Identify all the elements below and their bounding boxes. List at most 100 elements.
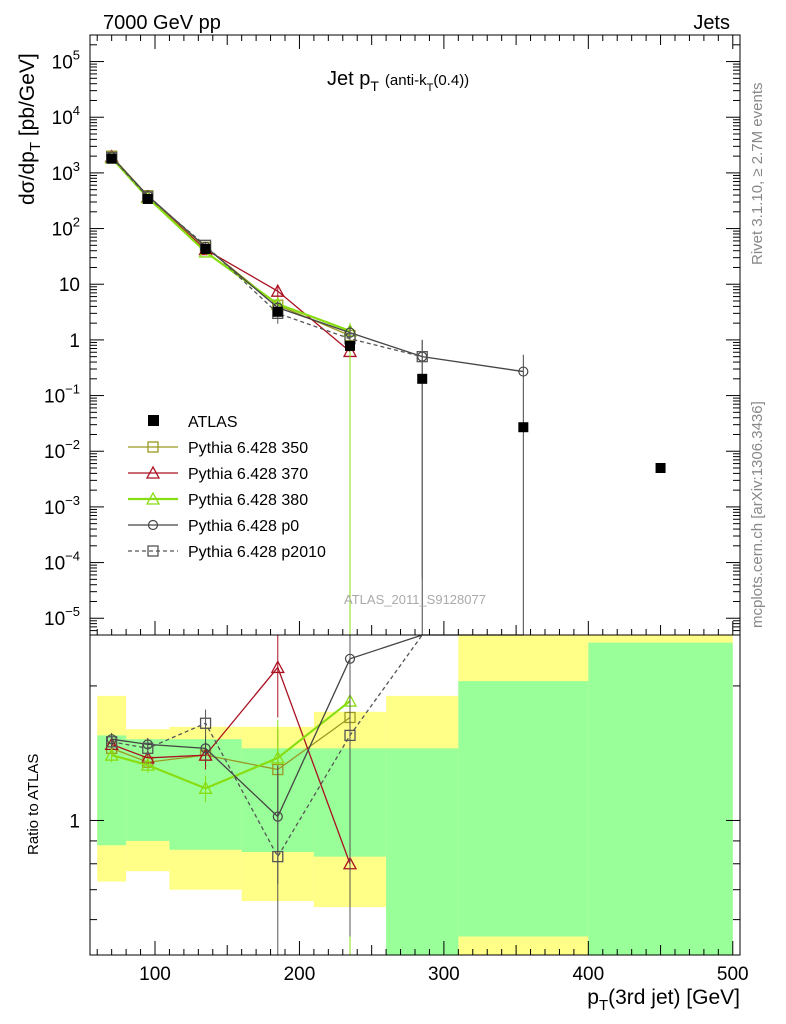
y-tick-exponent: 3 (73, 159, 80, 174)
y-tick-exponent: −1 (65, 382, 80, 397)
y-tick-label: 10 (59, 275, 80, 296)
marker-p2010 (416, 351, 428, 363)
ratio-plot-frame (89, 634, 741, 956)
series-line-p370 (111, 156, 351, 352)
data-point-atlas (518, 422, 529, 433)
y-tick-exponent: −4 (65, 549, 80, 564)
y-tick-label: 105 (52, 48, 80, 74)
x-axis-label-sub: T (599, 997, 608, 1014)
mcplots-reference-label: mcplots.cern.ch [arXiv:1306.3436] (749, 401, 766, 628)
data-point-atlas (200, 243, 211, 254)
ratio-marker-p370 (270, 660, 285, 674)
legend-marker-p370 (145, 465, 161, 479)
y-tick-exponent: −3 (65, 493, 80, 508)
legend-marker-p350 (147, 441, 159, 453)
data-point-atlas (106, 153, 117, 164)
y-tick-exponent: −5 (65, 604, 80, 619)
ratio-line-p2010 (111, 634, 423, 858)
y-tick-mantissa: 1 (69, 331, 80, 352)
data-point-atlas (655, 462, 666, 473)
ratio-axis-label: Ratio to ATLAS (25, 754, 42, 855)
legend-marker-p2010 (147, 545, 159, 557)
legend-label-p350: Pythia 6.428 350 (188, 440, 308, 457)
axis-ticks: 100 200 300 400 50010510410310210110−110−210… (44, 34, 749, 985)
plot-title: Jet pT (anti-kT(0.4)) (327, 68, 469, 94)
y-tick-label: 104 (52, 103, 80, 129)
ratio-marker-p380 (198, 780, 213, 794)
ratio-marker-p2010 (106, 736, 118, 748)
ratio-marker-p2010 (344, 729, 356, 742)
y-tick-exponent: 5 (73, 48, 80, 63)
series-line-p380 (110, 157, 351, 332)
legend-marker-p380 (145, 491, 161, 505)
ratio-series-layer (104, 634, 524, 955)
x-tick-label: 400 (572, 964, 604, 985)
data-point-atlas (345, 340, 355, 351)
y-tick-label: 102 (52, 215, 80, 241)
y-tick-exponent: 4 (73, 103, 80, 118)
data-point-atlas (417, 373, 428, 384)
y-tick-mantissa: 10 (52, 164, 73, 185)
legend-label-atlas: ATLAS (188, 414, 238, 431)
legend-label-p0: Pythia 6.428 p0 (188, 518, 299, 535)
series-line-p350 (111, 155, 351, 337)
band-inner (588, 642, 733, 955)
legend: ATLAS Pythia 6.428 350 Pythia 6.428 370 Pyt… (128, 414, 326, 561)
y-tick-mantissa: 10 (44, 387, 65, 408)
y-tick-label: 10−1 (44, 382, 80, 408)
band-inner (458, 681, 589, 937)
y-tick-mantissa: 10 (44, 609, 65, 630)
y-tick-exponent: −2 (65, 437, 80, 452)
y-axis-label-sub: T (27, 142, 44, 151)
process-label: Jets (693, 12, 730, 34)
ratio-marker-p2010 (142, 742, 154, 754)
legend-marker-p0 (147, 519, 159, 531)
series-layer (104, 149, 666, 635)
ratio-tick-label: 1 (69, 811, 80, 832)
plot-title-paren: (anti-k (385, 72, 427, 89)
y-tick-mantissa: 10 (52, 53, 73, 74)
y-tick-mantissa: 10 (44, 554, 65, 575)
x-tick-label: 200 (284, 964, 316, 985)
plot-title-main: Jet p (327, 68, 370, 90)
beam-label: 7000 GeV pp (103, 12, 221, 34)
ratio-marker-p380 (140, 757, 155, 771)
data-point-atlas (272, 306, 283, 317)
y-axis-label-a: dσ/dp (16, 151, 39, 205)
legend-label-p380: Pythia 6.428 380 (188, 492, 308, 509)
ratio-marker-p0 (200, 743, 211, 754)
y-tick-label: 10−2 (44, 437, 80, 463)
rivet-version-label: Rivet 3.1.10, ≥ 2.7M events (749, 83, 766, 266)
ratio-marker-p2010 (199, 717, 212, 729)
ratio-marker-p2010 (272, 850, 284, 863)
y-tick-label: 10−4 (44, 549, 80, 575)
marker-p0 (518, 366, 529, 377)
ratio-marker-p380 (104, 747, 119, 761)
x-tick-label: 300 (428, 964, 460, 985)
plot-title-paren-sub: T (427, 82, 434, 94)
y-tick-label: 10−5 (44, 604, 80, 630)
y-tick-label: 1 (69, 331, 80, 352)
analysis-watermark: ATLAS_2011_S9128077 (344, 592, 486, 607)
y-tick-mantissa: 10 (59, 275, 80, 296)
data-point-atlas (142, 193, 153, 204)
legend-label-p370: Pythia 6.428 370 (188, 466, 308, 483)
y-tick-label: 10−3 (44, 493, 80, 519)
legend-label-p2010: Pythia 6.428 p2010 (188, 544, 326, 561)
x-tick-label: 500 (717, 964, 749, 985)
y-tick-mantissa: 10 (44, 498, 65, 519)
y-tick-mantissa: 10 (52, 108, 73, 129)
y-tick-exponent: 2 (73, 215, 80, 230)
ratio-uncertainty-bands (97, 635, 733, 955)
legend-marker-atlas (148, 415, 159, 426)
y-tick-mantissa: 10 (44, 442, 65, 463)
x-axis-label: pT(3rd jet) [GeV] (587, 986, 740, 1014)
y-axis-label-b: [pb/GeV] (16, 53, 39, 142)
band-inner (386, 748, 459, 955)
plot-title-paren-end: (0.4)) (433, 72, 469, 89)
x-tick-label: 100 (139, 964, 171, 985)
y-tick-label: 103 (52, 159, 80, 185)
y-tick-mantissa: 10 (52, 220, 73, 241)
plot-title-sub: T (370, 78, 379, 94)
